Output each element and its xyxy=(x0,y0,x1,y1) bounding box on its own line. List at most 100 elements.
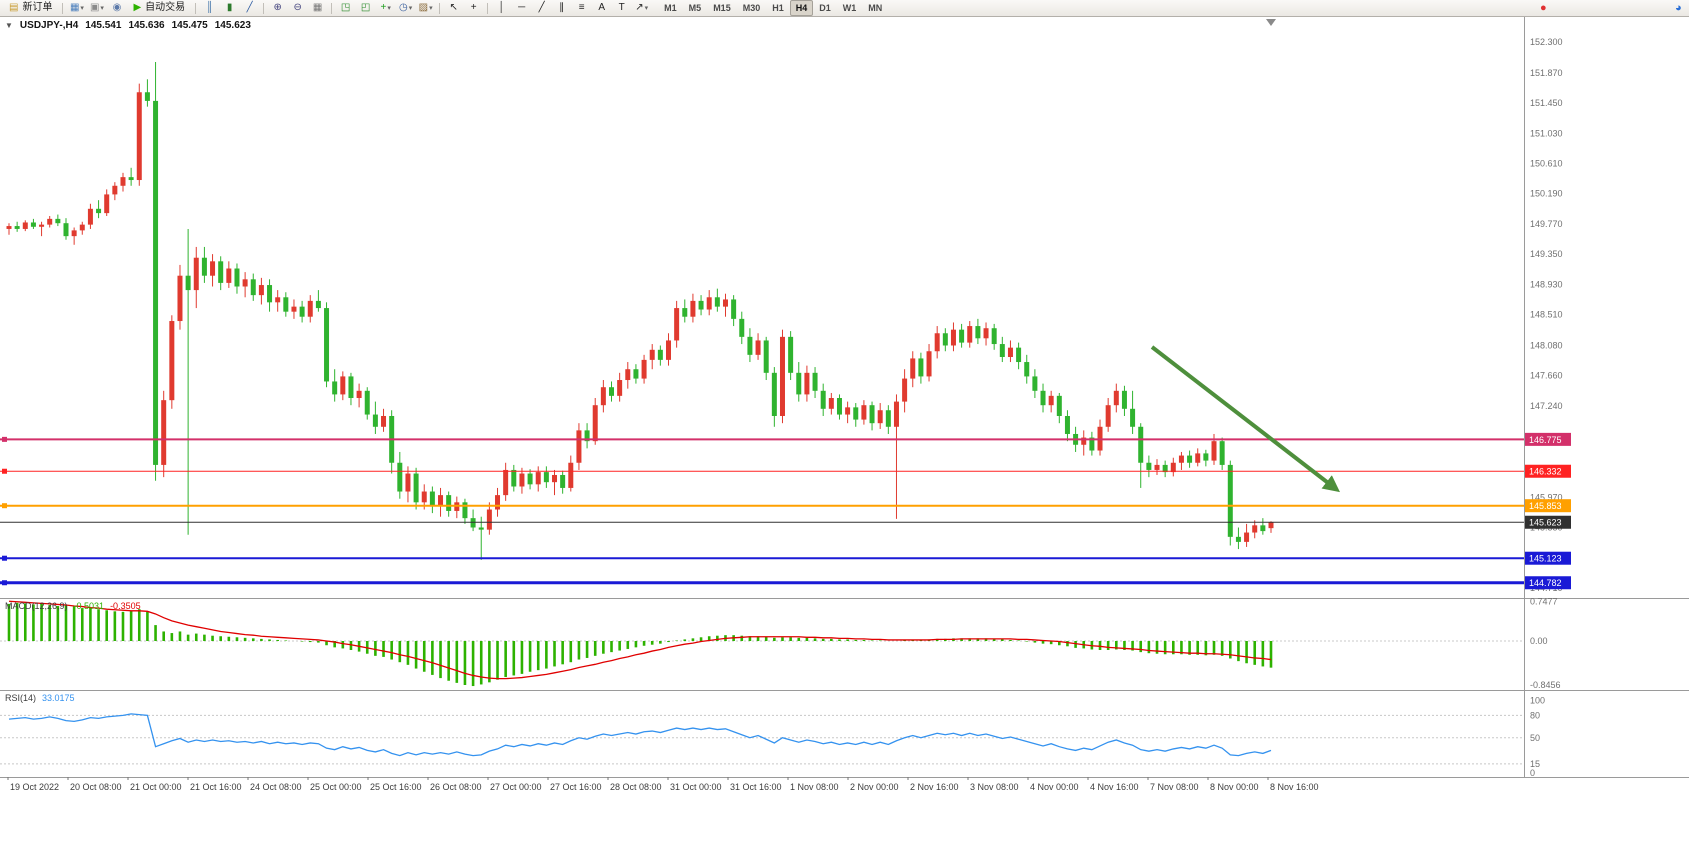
svg-text:27 Oct 00:00: 27 Oct 00:00 xyxy=(490,782,542,792)
toolbar-separator xyxy=(195,2,197,14)
crosshair-icon: + xyxy=(470,2,477,13)
svg-text:25 Oct 16:00: 25 Oct 16:00 xyxy=(370,782,422,792)
horizontal-line-button[interactable]: ─ xyxy=(512,0,531,16)
price-tag-145.123 xyxy=(1525,551,1571,565)
new-order-button-label: 新订单 xyxy=(22,2,53,13)
zoom-in-button[interactable]: ⊕ xyxy=(268,0,287,16)
shapes-icon: ↗ xyxy=(635,2,644,13)
timeframe-h4[interactable]: H4 xyxy=(789,0,814,16)
timeframe-m1[interactable]: M1 xyxy=(664,3,677,13)
svg-text:2 Nov 00:00: 2 Nov 00:00 xyxy=(850,782,899,792)
svg-text:8 Nov 00:00: 8 Nov 00:00 xyxy=(1210,782,1259,792)
svg-text:151.870: 151.870 xyxy=(1530,68,1563,78)
timeframe-d1[interactable]: D1 xyxy=(819,3,831,13)
profiles-icon: ▣ xyxy=(89,2,100,13)
bar-chart-button[interactable]: ║ xyxy=(200,0,219,16)
ohlc-open: 145.541 xyxy=(85,20,122,31)
timeframe-m30[interactable]: M30 xyxy=(742,3,761,13)
toolbar-separator xyxy=(331,2,333,14)
shapes-button[interactable]: ↗ ▾ xyxy=(632,0,651,16)
svg-text:31 Oct 00:00: 31 Oct 00:00 xyxy=(670,782,722,792)
price-tag-144.782 xyxy=(1525,576,1571,590)
label-icon: T xyxy=(618,2,625,13)
crosshair-button[interactable]: + xyxy=(464,0,483,16)
channel-icon: ∥ xyxy=(559,2,565,13)
svg-text:28 Oct 08:00: 28 Oct 08:00 xyxy=(610,782,662,792)
indicator-window-button[interactable]: ◳ xyxy=(336,0,355,16)
chart-canvas[interactable]: 152.300 151.870 151.450 151.030 150.610 150.1… xyxy=(0,16,1689,860)
svg-text:25 Oct 00:00: 25 Oct 00:00 xyxy=(310,782,362,792)
timeframe-w1[interactable]: W1 xyxy=(842,3,857,13)
timeframe-h1[interactable]: H1 xyxy=(772,3,784,13)
rsi-layer xyxy=(8,713,1272,757)
rsi-indicator-label: RSI(14) 33.0175 xyxy=(5,693,75,703)
svg-text:147.660: 147.660 xyxy=(1530,371,1563,381)
news-alert-icon[interactable]: ● xyxy=(1540,2,1547,14)
svg-text:2 Nov 16:00: 2 Nov 16:00 xyxy=(910,782,959,792)
periods-icon: ◷ xyxy=(399,2,408,13)
svg-text:50: 50 xyxy=(1530,733,1540,743)
svg-text:148.930: 148.930 xyxy=(1530,279,1563,289)
timeframe-m15[interactable]: M15 xyxy=(713,3,731,13)
vertical-line-button[interactable]: │ xyxy=(492,0,511,16)
zoom-in-icon: ⊕ xyxy=(273,2,282,13)
svg-text:26 Oct 08:00: 26 Oct 08:00 xyxy=(430,782,482,792)
svg-text:147.240: 147.240 xyxy=(1530,401,1563,411)
svg-text:144.782: 144.782 xyxy=(1529,578,1562,588)
templates-icon: ▨ xyxy=(418,2,429,13)
downtrend-arrow[interactable] xyxy=(1150,345,1340,493)
svg-text:100: 100 xyxy=(1530,696,1545,706)
toolbar-separator xyxy=(439,2,441,14)
trendline-icon: ╱ xyxy=(538,2,545,13)
shift-marker-icon xyxy=(1266,19,1276,26)
label-button[interactable]: T xyxy=(612,0,631,16)
tile-windows-button[interactable]: ▦ xyxy=(308,0,327,16)
trendline-button[interactable]: ╱ xyxy=(532,0,551,16)
dropdown-caret-icon: ▾ xyxy=(644,4,649,12)
macd-indicator-label: MACD(12,26,9) -0.5031 -0.3505 xyxy=(5,601,141,611)
svg-text:146.332: 146.332 xyxy=(1529,467,1562,477)
svg-text:145.853: 145.853 xyxy=(1529,501,1562,511)
zoom-out-button[interactable]: ⊖ xyxy=(288,0,307,16)
auto-trading-icon: ▶ xyxy=(133,2,142,13)
timeframe-m5[interactable]: M5 xyxy=(688,3,702,13)
svg-text:21 Oct 16:00: 21 Oct 16:00 xyxy=(190,782,242,792)
new-order-icon: ▤ xyxy=(9,2,19,13)
new-chart-button[interactable]: ▦ ▾ xyxy=(67,0,86,16)
candlestick-button[interactable]: ▮ xyxy=(220,0,239,16)
fibonacci-button[interactable]: ≡ xyxy=(572,0,591,16)
templates-button[interactable]: ▨ ▾ xyxy=(416,0,435,16)
time-axis[interactable]: 19 Oct 2022 20 Oct 08:00 21 Oct 00:00 21 Oc… xyxy=(7,777,1319,792)
market-watch-button[interactable]: ◉ xyxy=(107,0,126,16)
navigator-button[interactable]: ◰ xyxy=(356,0,375,16)
fibonacci-icon: ≡ xyxy=(578,2,585,13)
new-order-button[interactable]: ▤ 新订单 xyxy=(3,0,58,16)
price-axis[interactable]: 152.300 151.870 151.450 151.030 150.610 150.1… xyxy=(1525,37,1571,778)
new-chart-icon: ▦ xyxy=(69,2,80,13)
svg-text:148.080: 148.080 xyxy=(1530,340,1563,350)
macd-layer xyxy=(7,600,1273,687)
main-toolbar: ▤ 新订单 ▦ ▾ ▣ ▾ ◉ ▶ 自动交易 ║ ▮ ╱ ⊕ ⊖ ▦ ◳ ◰ + ▾ ◷ ▾ ▨ ▾ ↖ + │ ─ ╱ ∥ ≡ A T ↗ ▾ M… xyxy=(0,0,1689,17)
svg-text:149.350: 149.350 xyxy=(1530,249,1563,259)
cursor-button[interactable]: ↖ xyxy=(444,0,463,16)
collapse-chart-icon[interactable]: ▼ xyxy=(5,21,13,30)
annotations-layer[interactable] xyxy=(1150,345,1340,493)
periods-button[interactable]: ◷ ▾ xyxy=(396,0,415,16)
channel-button[interactable]: ∥ xyxy=(552,0,571,16)
dropdown-caret-icon: ▾ xyxy=(429,4,433,12)
auto-trading-button[interactable]: ▶ 自动交易 xyxy=(127,0,191,16)
svg-text:3 Nov 08:00: 3 Nov 08:00 xyxy=(970,782,1019,792)
line-chart-button[interactable]: ╱ xyxy=(240,0,259,16)
svg-text:15: 15 xyxy=(1530,759,1540,769)
indicators-icon: + xyxy=(380,2,387,13)
window-corner-icon[interactable]: ◕ xyxy=(1675,2,1682,14)
svg-text:27 Oct 16:00: 27 Oct 16:00 xyxy=(550,782,602,792)
timeframe-mn[interactable]: MN xyxy=(868,3,883,13)
indicators-button[interactable]: + ▾ xyxy=(376,0,395,16)
text-button[interactable]: A xyxy=(592,0,611,16)
toolbar-separator xyxy=(487,2,489,14)
chart-background xyxy=(0,16,1689,860)
profiles-button[interactable]: ▣ ▾ xyxy=(87,0,106,16)
svg-text:150.610: 150.610 xyxy=(1530,158,1563,168)
tile-windows-icon: ▦ xyxy=(312,2,323,13)
